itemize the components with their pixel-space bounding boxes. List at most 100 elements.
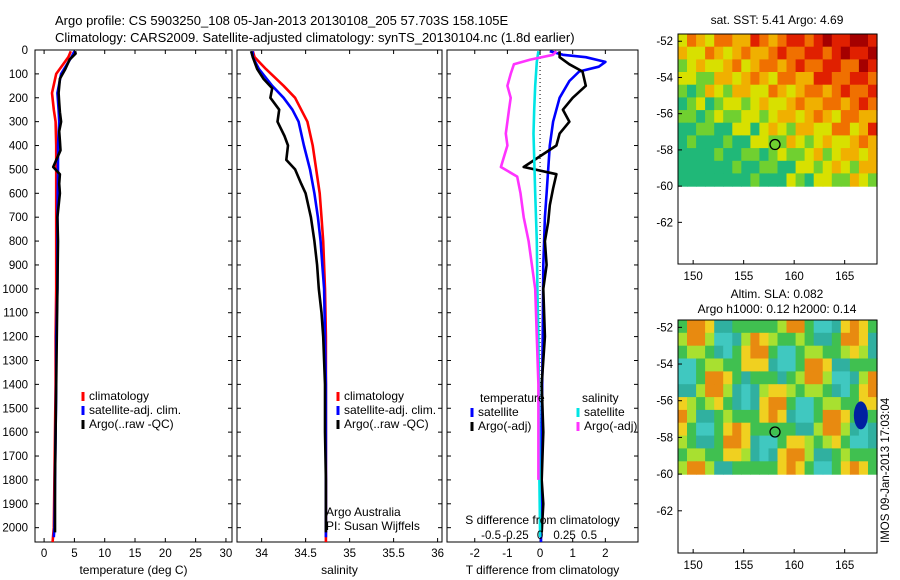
sst_map-cell [759, 84, 769, 98]
sst_map-cell [678, 46, 688, 60]
sst_map-cell [786, 173, 797, 187]
sst_map-cell [868, 110, 878, 124]
sst_map-cell [804, 160, 815, 175]
sst_map-cell [732, 173, 742, 187]
sla_map-cell [741, 435, 751, 449]
temperature-legend-label: Argo(..raw -QC) [89, 417, 174, 431]
sst_map-cell [732, 46, 742, 60]
sst_map-cell [795, 34, 806, 48]
sst_map-cell [822, 148, 833, 162]
sst_map-cell [831, 34, 842, 48]
sst_map-cell [786, 110, 797, 124]
sst_map-cell [723, 59, 733, 73]
sst_map-cell [741, 110, 751, 124]
sla_map-cell [687, 448, 697, 462]
sst_map-cell [714, 110, 724, 124]
sla_map-cell [840, 435, 851, 449]
sst_map-cell [840, 84, 851, 98]
sst_map-cell [768, 122, 779, 136]
sla_map-cell [678, 384, 688, 398]
sst_map-cell [750, 59, 760, 73]
sla_map-cell [759, 448, 769, 462]
sst_map-cell [705, 148, 715, 162]
sst_map-cell [705, 173, 715, 187]
sst_map-cell [822, 34, 833, 48]
sst_map-cell [795, 135, 806, 149]
sst_map-cell [687, 173, 697, 187]
sla_map-cell [714, 384, 724, 398]
sst_map-cell [831, 160, 842, 175]
sla_map-x-tick-label: 165 [835, 560, 854, 572]
sst_map-cell [696, 173, 706, 187]
sla_map-cell [795, 345, 806, 360]
difference-legend-label: satellite [584, 405, 625, 419]
sla_map-cell [840, 332, 851, 347]
sla_map-cell [723, 461, 733, 475]
sst_map-cell [849, 59, 860, 73]
sst_map-cell [822, 97, 833, 111]
sst_map-cell [759, 122, 769, 136]
sla_map-cell [822, 320, 833, 334]
sla_map-cell [696, 409, 706, 424]
sla_map-cell [678, 435, 688, 449]
sla_map-cell [687, 461, 697, 475]
sla_map-cell [777, 397, 788, 411]
sst_map-cell [786, 59, 797, 73]
temperature-frame [34, 49, 233, 543]
sla_map-cell [813, 397, 824, 411]
sst_map-cell [768, 46, 779, 60]
sst_map-cell [723, 34, 733, 48]
sla-map-title: Altim. SLA: 0.082 [731, 287, 824, 301]
sla_map-cell [768, 397, 779, 411]
sla_map-cell [822, 384, 833, 398]
sst_map-cell [768, 72, 779, 86]
sst_map-cell [768, 110, 779, 124]
sla_map-cell [777, 461, 788, 475]
sst_map-cell [849, 148, 860, 162]
sla_map-cell [795, 384, 806, 398]
sst_map-cell [831, 173, 842, 187]
sla-map-subtitle: Argo h1000: 0.12 h2000: 0.14 [698, 302, 857, 316]
sst_map-cell [858, 110, 869, 124]
difference-top-tick-label: -0.5 [481, 530, 501, 542]
difference-top-tick-label: 0.25 [553, 530, 575, 542]
depth-tick-label: 400 [9, 141, 28, 153]
sla_map-cell [804, 384, 815, 398]
sst_map-cell [777, 46, 788, 60]
sla_map-cell [822, 435, 833, 449]
sst_map-cell [831, 72, 842, 86]
sla_map-cell [858, 332, 869, 347]
difference-top-tick-label: 0.5 [581, 530, 597, 542]
sst_map-cell [732, 135, 742, 149]
sst_map-cell [714, 122, 724, 136]
sst_map-frame [677, 33, 878, 265]
sst_map-cell [714, 84, 724, 98]
sla_map-cell [768, 320, 779, 334]
sla_map-cell [822, 332, 833, 347]
figure-title-line2: Climatology: CARS2009. Satellite-adjuste… [55, 30, 575, 45]
sla_map-cell [732, 422, 742, 437]
sla_map-cell [868, 320, 878, 334]
sla_map-cell [786, 448, 797, 462]
sst_map-cell [813, 135, 824, 149]
difference-x-axis-label: T difference from climatology [466, 563, 620, 577]
sst_map-cell [822, 59, 833, 73]
sst_map-cell [687, 46, 697, 60]
sst_map-cell [714, 72, 724, 86]
sla_map-y-tick-label: -54 [656, 359, 673, 371]
sst_map-y-tick-label: -62 [656, 217, 673, 229]
depth-tick-label: 500 [9, 164, 28, 176]
sla_map-cell [759, 397, 769, 411]
sst_map-cell [750, 160, 760, 175]
sla_map-cell [777, 320, 788, 334]
sst_map-cell [705, 72, 715, 86]
sla_map-cell [687, 320, 697, 334]
sla_map-cell [714, 448, 724, 462]
difference-legend-title: salinity [582, 391, 619, 405]
sst_map-cell [705, 97, 715, 111]
sla_map-cell [813, 422, 824, 437]
sla_map-cell [741, 320, 751, 334]
sla_map-cell [714, 435, 724, 449]
sst_map-x-tick-label: 150 [684, 271, 703, 283]
sst_map-cell [813, 72, 824, 86]
